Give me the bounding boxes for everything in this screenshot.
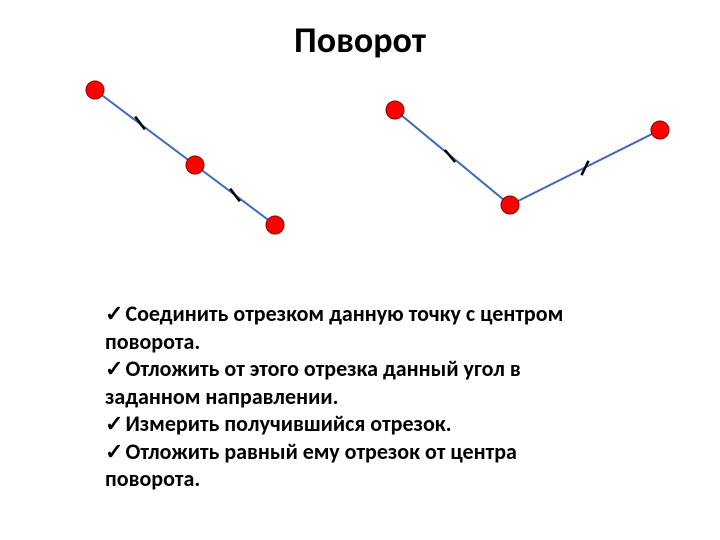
segment-right xyxy=(386,101,669,214)
point-left-end xyxy=(266,216,284,234)
point-right-start xyxy=(386,101,404,119)
step-2-text: Отложить от этого отрезка данный угол в xyxy=(125,355,520,383)
step-2: ✓ Отложить от этого отрезка данный угол … xyxy=(105,355,625,383)
point-left-start xyxy=(86,81,104,99)
steps-list: ✓ Соединить отрезком данную точку с цент… xyxy=(105,300,625,493)
tick-left-1 xyxy=(135,117,145,130)
point-left-mid xyxy=(186,156,204,174)
step-2-cont: заданном направлении. xyxy=(105,383,625,411)
check-icon: ✓ xyxy=(105,438,123,466)
point-right-end xyxy=(651,121,669,139)
point-right-mid xyxy=(501,196,519,214)
step-4: ✓ Отложить равный ему отрезок от центра xyxy=(105,438,625,466)
step-1: ✓ Соединить отрезком данную точку с цент… xyxy=(105,300,625,328)
check-icon: ✓ xyxy=(105,410,123,438)
step-4-cont: поворота. xyxy=(105,465,625,493)
step-3-text: Измерить получившийся отрезок. xyxy=(125,410,451,438)
step-3: ✓ Измерить получившийся отрезок. xyxy=(105,410,625,438)
tick-left-2 xyxy=(230,189,240,202)
line-left-1 xyxy=(95,90,195,165)
check-icon: ✓ xyxy=(105,355,123,383)
check-icon: ✓ xyxy=(105,300,123,328)
segment-left xyxy=(86,81,284,234)
step-1-cont: поворота. xyxy=(105,328,625,356)
step-4-text: Отложить равный ему отрезок от центра xyxy=(125,438,516,466)
tick-right-1 xyxy=(445,150,455,162)
step-1-text: Соединить отрезком данную точку с центро… xyxy=(125,300,563,328)
